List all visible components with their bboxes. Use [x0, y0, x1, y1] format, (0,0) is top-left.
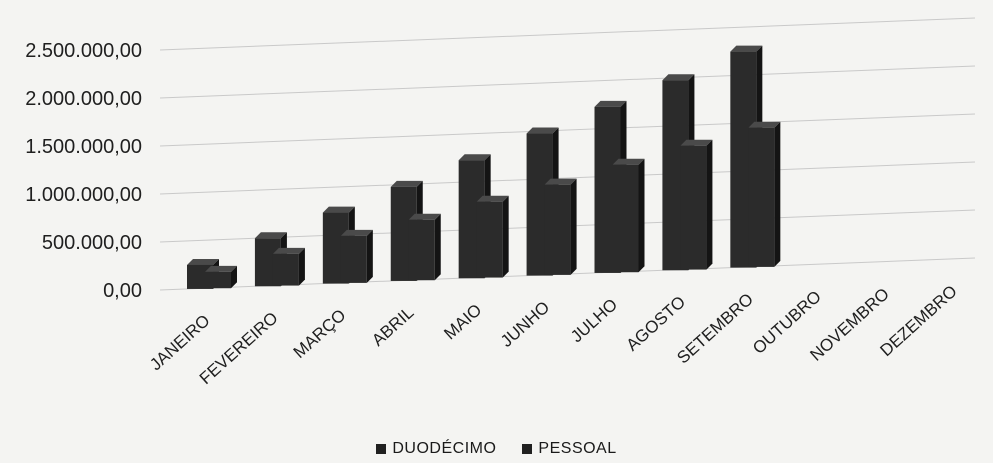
x-tick-label: JUNHO: [497, 298, 553, 351]
bar-duodecimo-top: [458, 154, 491, 161]
x-tick-label: MAIO: [440, 300, 485, 343]
x-tick-label: MARÇO: [290, 306, 350, 362]
y-tick-label: 2.000.000,00: [25, 88, 142, 110]
bar-pessoal-side: [298, 247, 305, 286]
y-tick-label: 1.000.000,00: [25, 184, 142, 206]
gridline: [159, 17, 976, 51]
legend-label-pessoal: PESSOAL: [538, 440, 617, 457]
bar-duodecimo-top: [662, 74, 695, 81]
x-tick-label: JULHO: [567, 295, 621, 346]
legend-swatch-pessoal: [522, 444, 533, 454]
bar-duodecimo-top: [322, 206, 355, 213]
bar-pessoal-side: [570, 178, 577, 275]
legend-item-duodecimo: DUODÉCIMO: [376, 440, 496, 458]
bar-duodecimo-top: [594, 100, 627, 107]
bar-pessoal-top: [680, 139, 713, 146]
y-tick-label: 2.500.000,00: [25, 40, 142, 62]
bar-pessoal: [205, 271, 231, 289]
x-tick-label: ABRIL: [368, 303, 417, 350]
bar-pessoal-top: [612, 158, 645, 165]
x-tick-label: SETEMBRO: [673, 290, 757, 368]
legend-label-duodecimo: DUODÉCIMO: [392, 440, 497, 457]
bar-pessoal: [408, 219, 435, 281]
bar-pessoal-side: [706, 139, 713, 270]
bar-pessoal-top: [748, 121, 781, 128]
chart-legend: DUODÉCIMO PESSOAL: [0, 440, 993, 458]
bar-pessoal-side: [638, 158, 645, 273]
bar-pessoal-top: [408, 213, 441, 220]
bar-pessoal-top: [272, 247, 305, 254]
bar-pessoal-side: [502, 195, 509, 278]
bar-pessoal-top: [544, 178, 577, 185]
gridline: [159, 65, 976, 99]
legend-item-pessoal: PESSOAL: [522, 440, 616, 458]
bar-pessoal: [612, 164, 639, 273]
bar-duodecimo-top: [526, 127, 559, 134]
gridline: [159, 113, 976, 147]
y-tick-label: 500.000,00: [42, 232, 142, 254]
gridline: [159, 161, 976, 195]
y-tick-label: 0,00: [103, 280, 142, 302]
bar-pessoal: [748, 127, 775, 267]
bar-pessoal-top: [205, 265, 237, 272]
bar-duodecimo-top: [730, 45, 763, 52]
bar-duodecimo-top: [187, 258, 219, 265]
bar-pessoal-side: [366, 229, 373, 283]
bar-pessoal-top: [476, 195, 509, 202]
bar-pessoal: [544, 184, 571, 275]
bar-pessoal: [272, 253, 299, 286]
x-tick-label: JANEIRO: [146, 311, 213, 374]
bar-pessoal: [476, 201, 503, 278]
bar-pessoal: [680, 145, 707, 270]
x-tick-label: DEZEMBRO: [876, 282, 960, 361]
bar-pessoal-side: [774, 121, 781, 267]
y-tick-label: 1.500.000,00: [25, 136, 142, 158]
bar-pessoal-top: [340, 229, 373, 236]
bar-pessoal: [340, 235, 367, 283]
bar-duodecimo-top: [254, 232, 287, 239]
legend-swatch-duodecimo: [376, 444, 387, 454]
bar-pessoal-side: [231, 265, 237, 289]
x-tick-label: AGOSTO: [623, 292, 690, 355]
bar-duodecimo-top: [390, 180, 423, 187]
bar-pessoal-side: [434, 213, 441, 281]
bar-chart: 0,00 500.000,00 1.000.000,00 1.500.000,00 2.…: [25, 17, 976, 388]
